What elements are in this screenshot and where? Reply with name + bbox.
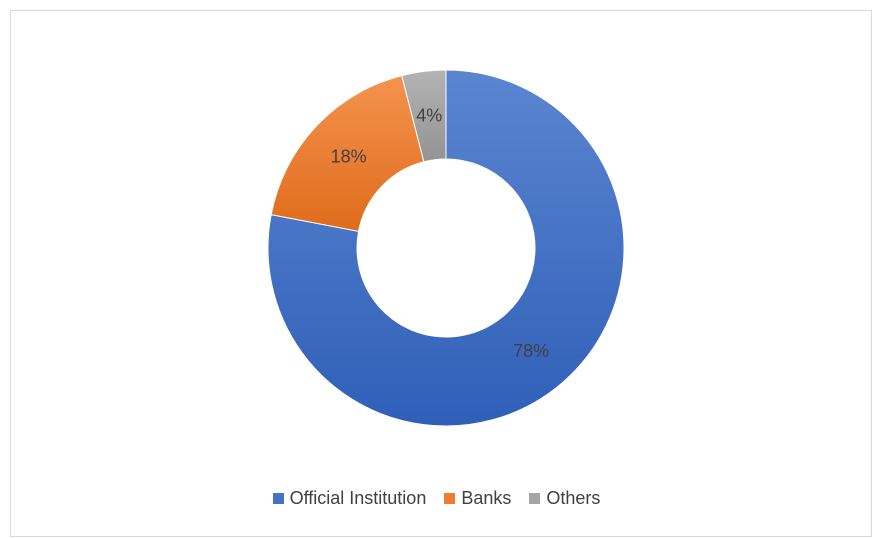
legend-item-banks: Banks <box>444 488 511 509</box>
slice-banks <box>270 74 425 232</box>
legend-label-banks: Banks <box>461 488 512 508</box>
legend-item-others: Others <box>529 488 600 509</box>
legend-label-official-institution: Official Institution <box>289 488 427 508</box>
slice-official-institution <box>267 69 625 427</box>
legend-swatch-official-institution <box>272 493 284 504</box>
legend: Official Institution Banks Others <box>0 488 873 509</box>
legend-label-others: Others <box>546 488 601 508</box>
legend-swatch-others <box>529 493 541 504</box>
legend-item-official-institution: Official Institution <box>272 488 427 509</box>
slice-others <box>401 69 447 163</box>
slices-group <box>267 69 625 427</box>
data-label-others: 4% <box>416 106 442 126</box>
labels-group: 78% 18% 4% <box>331 106 549 361</box>
data-label-official-institution: 78% <box>513 341 549 361</box>
data-label-banks: 18% <box>331 147 367 167</box>
legend-swatch-banks <box>444 493 456 504</box>
